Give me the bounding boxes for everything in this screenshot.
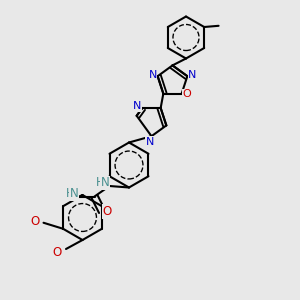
Text: N: N <box>70 187 79 200</box>
Text: O: O <box>52 245 62 259</box>
Text: N: N <box>148 70 157 80</box>
Text: O: O <box>183 89 191 99</box>
Text: O: O <box>103 205 112 218</box>
Text: H: H <box>96 176 105 190</box>
Text: N: N <box>146 136 154 147</box>
Text: N: N <box>133 101 142 112</box>
Text: H: H <box>65 187 74 200</box>
Text: N: N <box>188 70 196 80</box>
Text: O: O <box>30 215 39 228</box>
Text: N: N <box>100 176 109 190</box>
